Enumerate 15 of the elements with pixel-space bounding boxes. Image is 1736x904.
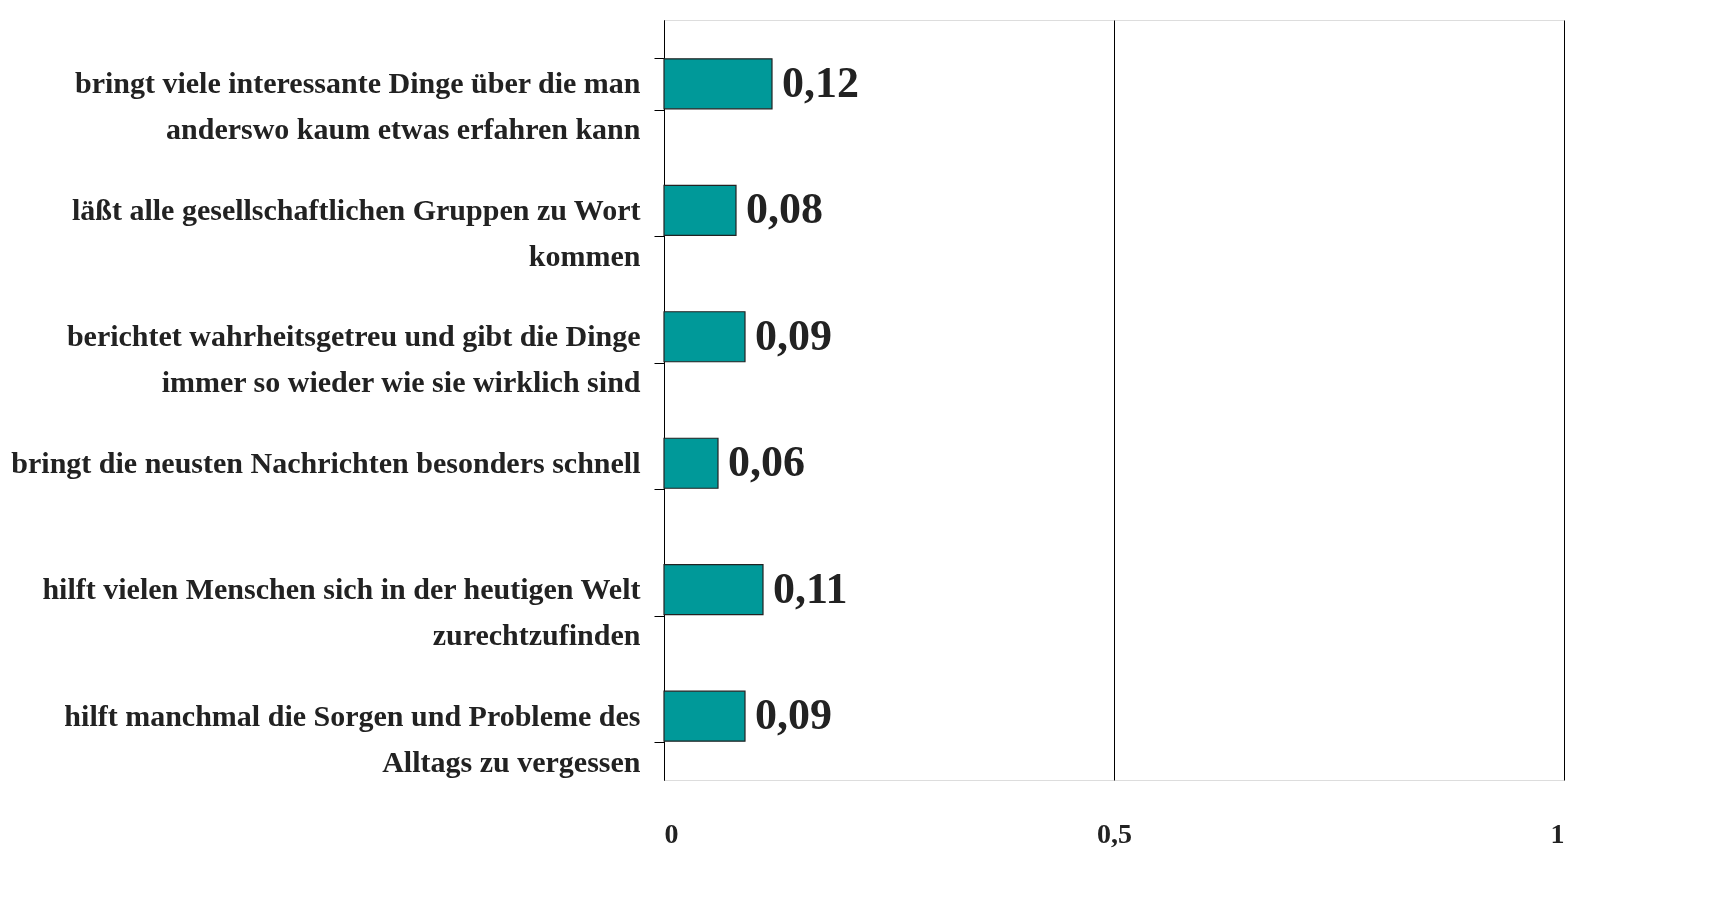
y-tick-label: hilft manchmal die Sorgen und Probleme des Alltags zu vergessen (64, 698, 641, 778)
y-tick-label: bringt viele interessante Dinge über die man anderswo kaum etwas erfahren kann (74, 66, 641, 146)
data-label: 0,11 (773, 563, 848, 613)
data-label: 0,09 (755, 690, 832, 740)
x-tick-label: 0,5 (1097, 817, 1132, 849)
x-tick-label: 1 (1550, 817, 1565, 849)
x-tick-label: 0 (664, 817, 679, 849)
y-tick-label: bringt die neusten Nachrichten besonders schnell (11, 445, 641, 479)
data-label: 0,08 (746, 184, 823, 234)
y-tick-label: hilft vielen Menschen sich in der heutigen Welt zurechtzufinden (42, 572, 641, 652)
data-label: 0,12 (782, 57, 859, 107)
y-tick-label: berichtet wahrheitsgetreu und gibt die Dinge immer so wieder wie sie wirklich sind (66, 319, 641, 399)
data-label: 0,06 (728, 437, 805, 487)
data-label: 0,09 (755, 310, 832, 360)
y-tick-label: läßt alle gesellschaftlichen Gruppen zu Wort kommen (71, 192, 641, 272)
